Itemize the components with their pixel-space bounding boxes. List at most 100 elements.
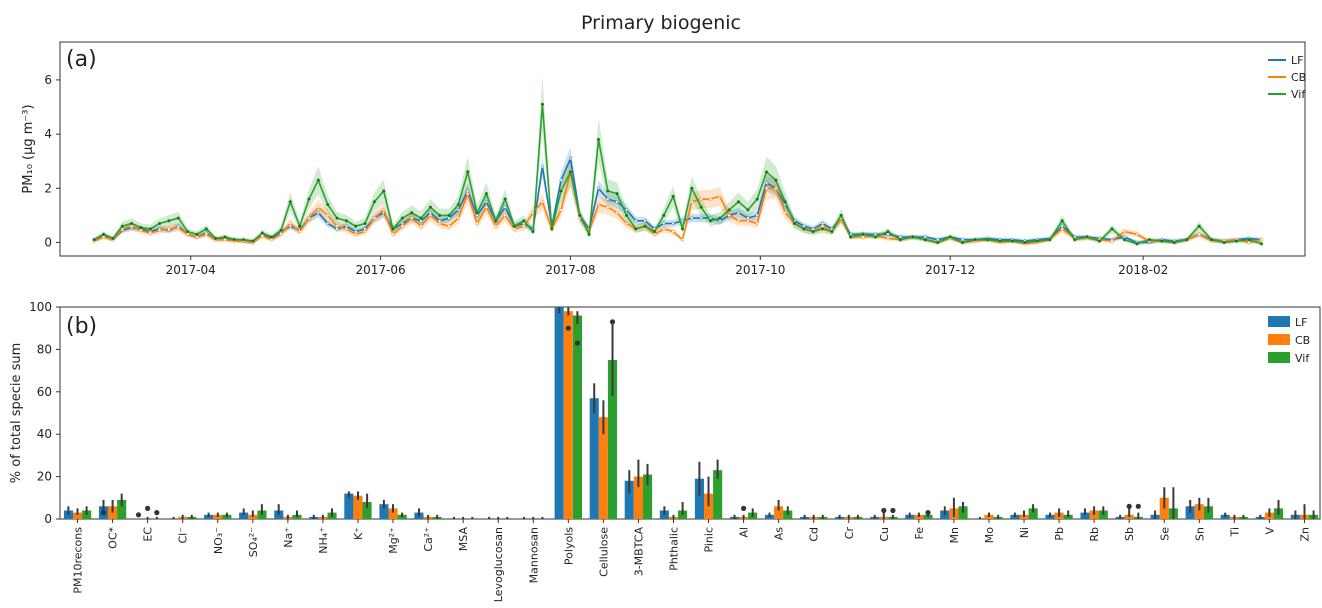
data-point-Vif — [671, 194, 675, 199]
data-point-CB — [456, 216, 461, 220]
data-point-CB — [316, 205, 320, 209]
data-point-LF — [746, 216, 750, 220]
x-tick-label-b: Phthalic — [668, 527, 681, 571]
data-point-LF — [1060, 224, 1064, 228]
series-line-LF — [93, 155, 1262, 244]
bar-CB — [774, 506, 784, 519]
bar-LF — [589, 398, 599, 519]
data-point-Vif — [568, 170, 573, 174]
panel-a: (a) 0 2 4 6 2017-04 2017-06 2017-08 2017-10 2017-… — [21, 41, 1306, 277]
y-axis-label-b: % of total specie sum — [9, 343, 24, 484]
data-point-Vif — [279, 228, 283, 232]
x-tick-label-b: Sb — [1123, 527, 1136, 541]
data-point-Vif — [1048, 238, 1052, 242]
bar-Vif — [1203, 506, 1213, 519]
panel-a-label: (a) — [66, 47, 97, 72]
data-point-CB — [783, 211, 787, 215]
data-point-Vif — [783, 200, 787, 204]
y-tick-label-a: 0 — [44, 235, 52, 249]
data-point-LF — [802, 224, 806, 228]
data-point-CB — [1122, 229, 1127, 234]
data-point-CB — [400, 224, 405, 228]
data-point-CB — [157, 228, 162, 232]
data-point-CB — [195, 235, 199, 239]
data-point-LF — [540, 164, 545, 169]
data-point-LF — [419, 219, 423, 223]
data-point-CB — [886, 236, 890, 241]
x-tick-label-b: Mannosan — [527, 527, 540, 583]
x-tick-label-b: Sn — [1193, 527, 1206, 541]
data-point-Vif — [948, 235, 952, 239]
data-point-CB — [540, 200, 545, 204]
x-tick-label-b: Cd — [808, 527, 821, 542]
data-point-LF — [634, 219, 638, 223]
y-tick-label-a: 4 — [44, 127, 52, 141]
bar-LF — [694, 478, 704, 519]
bar-LF — [554, 307, 564, 519]
data-point-CB — [820, 224, 825, 228]
data-point-Vif — [382, 189, 386, 193]
data-point-CB — [466, 192, 470, 196]
bar-LF — [1185, 506, 1195, 519]
data-point-CB — [736, 219, 741, 223]
data-point-CB — [484, 205, 489, 209]
data-point-Vif — [764, 170, 769, 174]
data-point-CB — [718, 194, 722, 199]
data-point-CB — [559, 208, 563, 212]
data-point-LF — [326, 221, 330, 226]
outlier-point — [565, 325, 571, 331]
outlier-point — [100, 509, 107, 516]
data-point-CB — [335, 224, 339, 228]
data-point-Vif — [1209, 238, 1214, 242]
data-point-CB — [1259, 238, 1264, 242]
bar-CB — [598, 417, 608, 519]
data-point-Vif — [456, 202, 461, 207]
x-tick-label-b: Levoglucosan — [492, 527, 505, 602]
data-point-CB — [344, 227, 349, 231]
data-point-Vif — [596, 137, 601, 142]
data-point-Vif — [624, 213, 629, 218]
data-point-LF — [624, 208, 629, 212]
panel-b: 0 20 40 60 80 100 % of total specie sum PM10rec… — [9, 300, 1321, 602]
data-point-CB — [615, 211, 619, 215]
legend-label-b-LF: LF — [1295, 316, 1307, 329]
data-point-Vif — [911, 235, 915, 239]
x-tick-label-b: Zn — [1299, 527, 1312, 542]
data-point-Vif — [298, 224, 302, 228]
data-point-Vif — [1185, 238, 1189, 242]
data-point-Vif — [802, 227, 806, 231]
bar-CB — [633, 476, 643, 519]
panel-b-label: (b) — [66, 314, 97, 339]
x-tick-label-a: 2017-12 — [925, 263, 975, 277]
x-tick-label-a: 2017-08 — [545, 263, 595, 277]
x-tick-label-b: Ti — [1228, 527, 1241, 537]
data-point-Vif — [774, 178, 778, 182]
data-point-Vif — [157, 221, 162, 226]
y-tick-label-b: 40 — [37, 427, 52, 441]
data-point-CB — [363, 229, 367, 234]
data-point-Vif — [213, 236, 218, 241]
data-point-LF — [764, 181, 769, 185]
data-point-CB — [624, 221, 629, 226]
y-tick-label-b: 20 — [37, 470, 52, 484]
data-point-Vif — [540, 102, 545, 106]
data-point-CB — [269, 238, 274, 242]
data-point-CB — [354, 232, 358, 236]
data-point-LF — [559, 178, 563, 182]
data-point-Vif — [936, 240, 940, 245]
data-point-LF — [671, 221, 675, 226]
data-point-CB — [428, 213, 433, 218]
x-tick-label-b: Cl⁻ — [177, 527, 190, 544]
y-tick-label-b: 100 — [29, 300, 52, 314]
data-point-Vif — [839, 213, 843, 218]
x-tick-label-b: Al — [738, 527, 751, 538]
data-point-LF — [923, 235, 927, 239]
data-point-CB — [671, 229, 675, 234]
data-point-Vif — [363, 221, 367, 226]
data-point-Vif — [606, 189, 610, 193]
y-tick-label-a: 2 — [44, 181, 52, 195]
data-point-CB — [279, 232, 283, 236]
x-tick-label-a: 2017-10 — [735, 263, 785, 277]
data-point-CB — [148, 231, 152, 235]
data-point-CB — [438, 221, 442, 226]
